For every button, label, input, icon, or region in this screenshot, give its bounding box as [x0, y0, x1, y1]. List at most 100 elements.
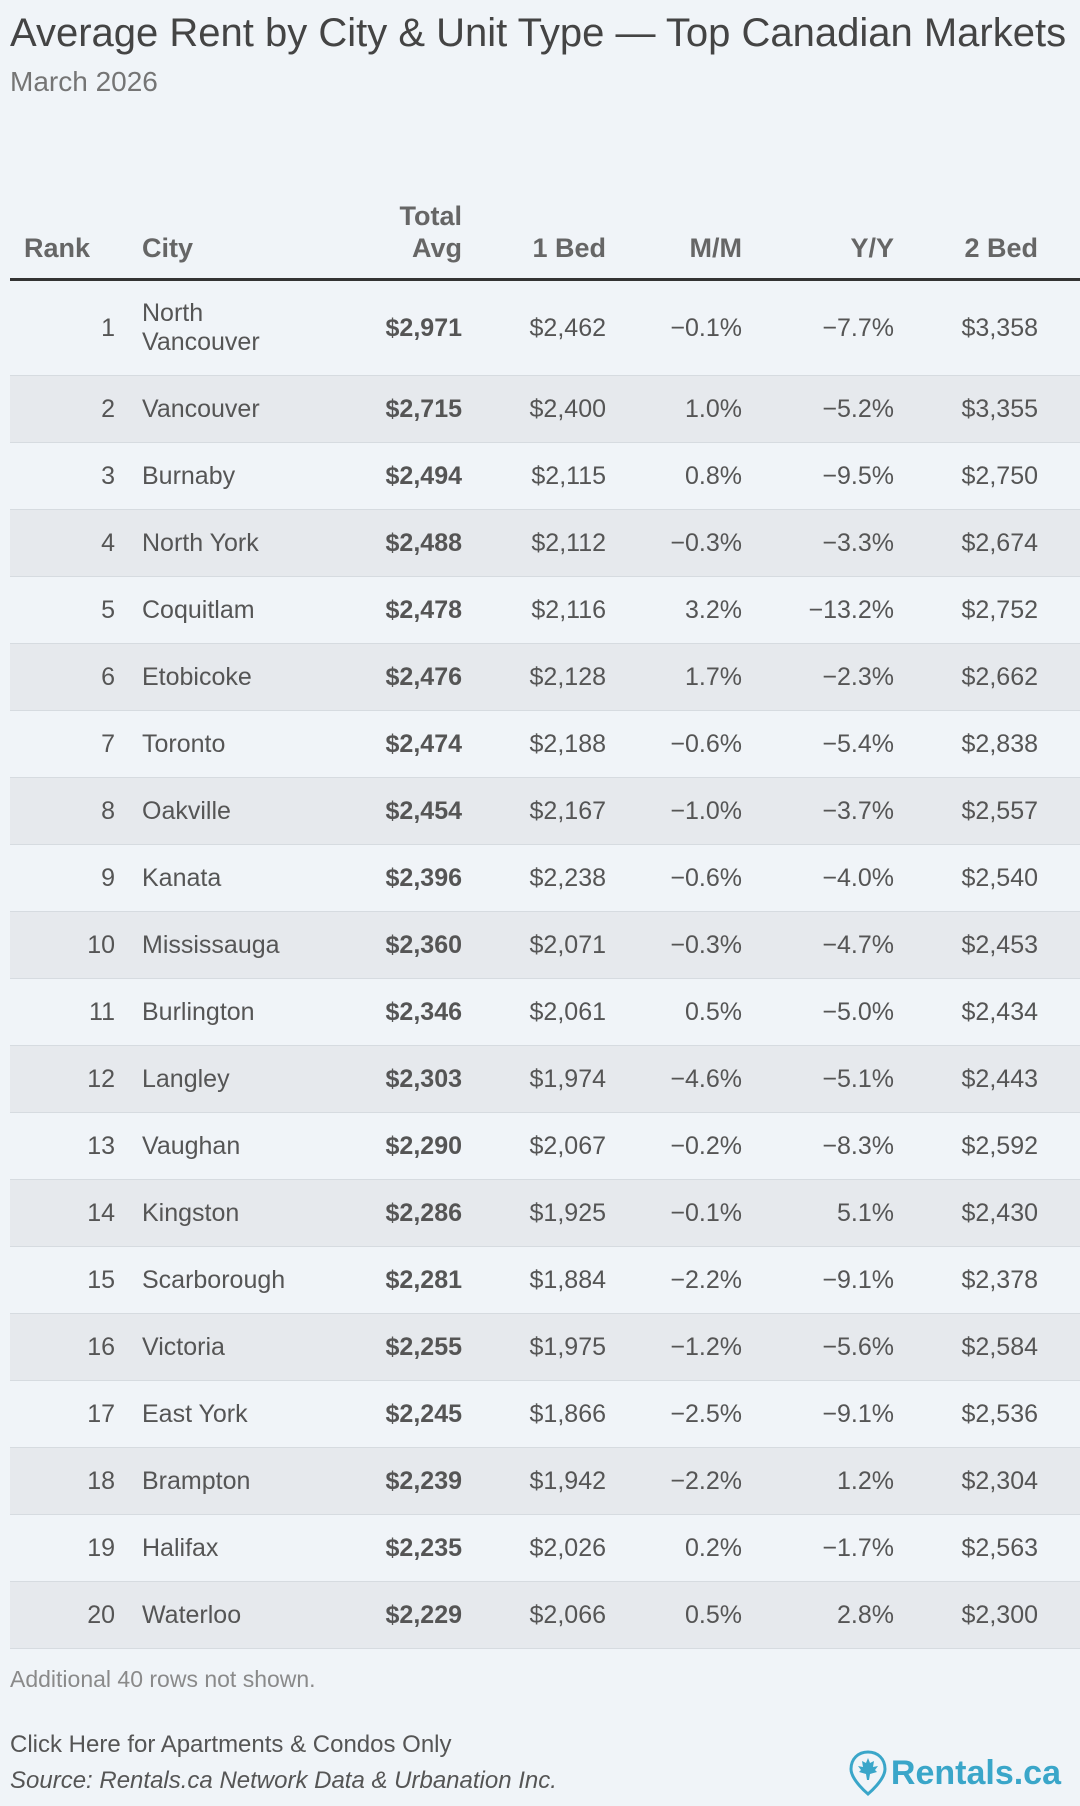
table-row: 15 Scarborough $2,281 $1,884 −2.2% −9.1% $2,37…: [10, 1246, 1080, 1314]
row-spacer: [1038, 1581, 1080, 1649]
rentals-logo[interactable]: Rentals.ca: [849, 1750, 1061, 1796]
table-row: 10 Mississauga $2,360 $2,071 −0.3% −4.7% $2,45…: [10, 911, 1080, 979]
total-avg-cell: $2,245: [337, 1380, 462, 1448]
row-spacer: [1038, 576, 1080, 644]
mm-change-cell: 0.5%: [606, 1581, 742, 1649]
two-bed-cell: $2,453: [894, 911, 1038, 979]
table-body: 1 North Vancouver $2,971 $2,462 −0.1% −7.7% $3…: [10, 279, 1080, 1649]
row-spacer: [1038, 1514, 1080, 1582]
one-bed-cell: $1,942: [462, 1447, 606, 1515]
row-spacer: [1038, 1380, 1080, 1448]
city-name-line: North Vancouver: [142, 299, 260, 356]
row-spacer: [1038, 1246, 1080, 1314]
rank-cell: 19: [10, 1514, 142, 1582]
total-avg-cell: $2,478: [337, 576, 462, 644]
page-title: Average Rent by City & Unit Type — Top C…: [10, 11, 1067, 55]
city-cell: Coquitlam: [142, 576, 337, 644]
one-bed-cell: $2,188: [462, 710, 606, 778]
yy-change-cell: −5.0%: [742, 978, 894, 1046]
row-spacer: [1038, 509, 1080, 577]
table-row: 8 Oakville $2,454 $2,167 −1.0% −3.7% $2,557: [10, 777, 1080, 845]
row-spacer: [1038, 911, 1080, 979]
rank-cell: 3: [10, 442, 142, 510]
mm-change-cell: −0.2%: [606, 1112, 742, 1180]
city-cell: North Vancouver: [142, 279, 337, 376]
rank-cell: 18: [10, 1447, 142, 1515]
city-cell: East York: [142, 1380, 337, 1448]
total-avg-cell: $2,255: [337, 1313, 462, 1381]
total-avg-cell: $2,715: [337, 375, 462, 443]
rank-cell: 4: [10, 509, 142, 577]
rank-cell: 9: [10, 844, 142, 912]
two-bed-cell: $3,358: [894, 279, 1038, 376]
two-bed-cell: $2,557: [894, 777, 1038, 845]
rank-cell: 16: [10, 1313, 142, 1381]
rank-cell: 14: [10, 1179, 142, 1247]
logo-text: Rentals.ca: [890, 1753, 1061, 1792]
city-cell: Vaughan: [142, 1112, 337, 1180]
total-avg-cell: $2,239: [337, 1447, 462, 1515]
two-bed-cell: $2,304: [894, 1447, 1038, 1515]
one-bed-cell: $2,462: [462, 279, 606, 376]
city-cell: Burlington: [142, 978, 337, 1046]
city-cell: Burnaby: [142, 442, 337, 510]
header-total-avg-part: Avg: [411, 233, 462, 263]
yy-change-cell: −5.6%: [742, 1313, 894, 1381]
mm-change-cell: −1.2%: [606, 1313, 742, 1381]
city-cell: Scarborough: [142, 1246, 337, 1314]
rank-cell: 17: [10, 1380, 142, 1448]
page: Average Rent by City & Unit Type — Top C…: [10, 0, 1080, 1796]
apartments-condos-link[interactable]: Click Here for Apartments & Condos Only: [10, 1731, 452, 1758]
header-spacer: [1038, 186, 1080, 281]
row-spacer: [1038, 777, 1080, 845]
two-bed-cell: $3,355: [894, 375, 1038, 443]
one-bed-cell: $2,115: [462, 442, 606, 510]
total-avg-cell: $2,290: [337, 1112, 462, 1180]
header-total-avg-part: Total: [399, 201, 463, 231]
city-cell: Kanata: [142, 844, 337, 912]
header-1-bed: 1 Bed: [462, 186, 606, 281]
row-spacer: [1038, 279, 1080, 376]
one-bed-cell: $2,066: [462, 1581, 606, 1649]
table-row: 4 North York $2,488 $2,112 −0.3% −3.3% $2,674: [10, 509, 1080, 577]
city-cell: Halifax: [142, 1514, 337, 1582]
two-bed-cell: $2,662: [894, 643, 1038, 711]
mm-change-cell: −0.3%: [606, 509, 742, 577]
one-bed-cell: $2,116: [462, 576, 606, 644]
yy-change-cell: −4.0%: [742, 844, 894, 912]
mm-change-cell: 1.0%: [606, 375, 742, 443]
mm-change-cell: −0.1%: [606, 279, 742, 376]
one-bed-cell: $2,071: [462, 911, 606, 979]
city-cell: Victoria: [142, 1313, 337, 1381]
rank-cell: 6: [10, 643, 142, 711]
mm-change-cell: 1.7%: [606, 643, 742, 711]
table-row: 20 Waterloo $2,229 $2,066 0.5% 2.8% $2,300: [10, 1581, 1080, 1649]
city-cell: Oakville: [142, 777, 337, 845]
two-bed-cell: $2,584: [894, 1313, 1038, 1381]
table-row: 9 Kanata $2,396 $2,238 −0.6% −4.0% $2,540: [10, 844, 1080, 912]
rank-cell: 1: [10, 279, 142, 376]
mm-change-cell: −0.3%: [606, 911, 742, 979]
mm-change-cell: −1.0%: [606, 777, 742, 845]
one-bed-cell: $2,067: [462, 1112, 606, 1180]
two-bed-cell: $2,674: [894, 509, 1038, 577]
header-total-avg: Total Avg: [337, 186, 463, 281]
mm-change-cell: −0.1%: [606, 1179, 742, 1247]
one-bed-cell: $1,975: [462, 1313, 606, 1381]
city-cell: Waterloo: [142, 1581, 337, 1649]
yy-change-cell: −7.7%: [742, 279, 894, 376]
two-bed-cell: $2,434: [894, 978, 1038, 1046]
row-spacer: [1038, 1045, 1080, 1113]
yy-change-cell: −8.3%: [742, 1112, 894, 1180]
yy-change-cell: 2.8%: [742, 1581, 894, 1649]
header-city: City: [142, 186, 337, 281]
table-row: 12 Langley $2,303 $1,974 −4.6% −5.1% $2,443: [10, 1045, 1080, 1113]
total-avg-cell: $2,494: [337, 442, 462, 510]
rank-cell: 12: [10, 1045, 142, 1113]
city-cell: North York: [142, 509, 337, 577]
header-rank: Rank: [10, 186, 142, 281]
mm-change-cell: −2.5%: [606, 1380, 742, 1448]
table-row: 18 Brampton $2,239 $1,942 −2.2% 1.2% $2,304: [10, 1447, 1080, 1515]
two-bed-cell: $2,752: [894, 576, 1038, 644]
two-bed-cell: $2,563: [894, 1514, 1038, 1582]
